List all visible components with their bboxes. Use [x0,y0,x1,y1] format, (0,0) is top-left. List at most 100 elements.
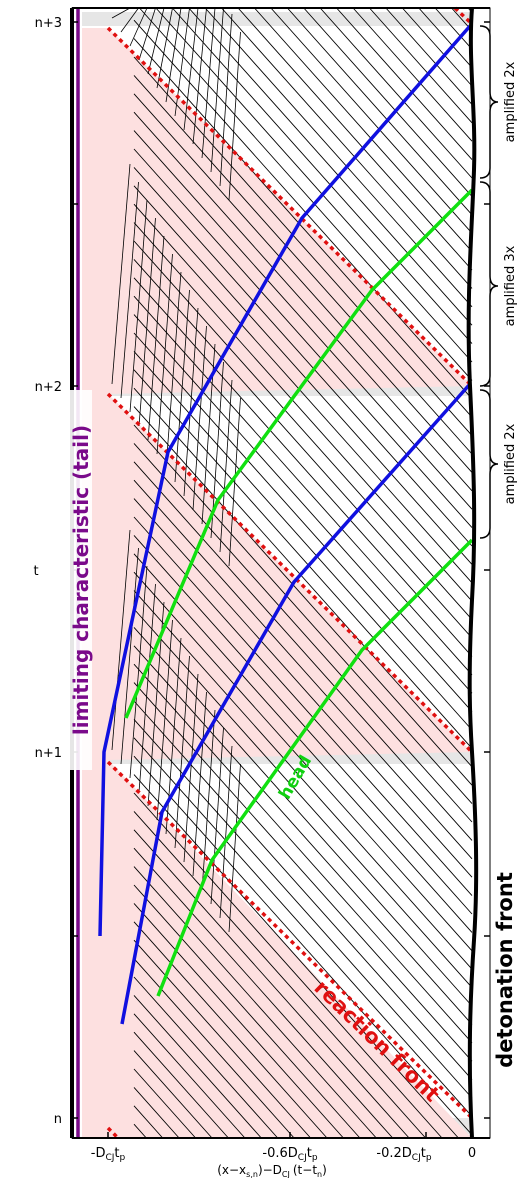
characteristic-line [192,7,207,145]
y-tick-label-n1: n+1 [35,746,62,761]
reaction-front-2 [106,392,474,754]
x-tick-mid: t [114,1146,119,1161]
bracket-label-1: amplified 2x [503,61,518,142]
characteristic-line [133,1087,180,1139]
characteristic-line [133,167,473,547]
amplification-braces [479,25,499,539]
characteristic-line [369,7,473,124]
characteristic-line [210,7,224,173]
characteristic-line [156,619,173,821]
characteristic-line [156,7,173,89]
characteristic-line [319,7,473,179]
x-tick-sub2: p [426,1153,432,1163]
limiting-label-bg [68,390,92,770]
characteristic-line [385,7,473,105]
characteristic-line [133,1031,229,1139]
characteristic-line [133,332,473,712]
characteristic-line [183,7,199,131]
detonation-front-line [466,7,479,1139]
characteristic-line [133,847,394,1139]
characteristic-line [165,271,182,469]
characteristic-line [219,379,233,553]
characteristic-line [133,56,473,436]
characteristic-line [133,277,473,657]
brace-2 [479,181,499,387]
characteristic-line [133,921,328,1139]
characteristic-line [133,645,473,1025]
characteristic-line [133,995,262,1139]
characteristic-line [133,240,473,620]
reaction-zone-b [82,394,472,760]
characteristic-line [120,7,139,33]
green-paths [124,188,474,997]
y-tick-label-n: n [54,1112,62,1127]
x-tick-sub: CJ [298,1153,307,1163]
x-tick-sub2: p [120,1153,126,1163]
x-tick-main: -0.2D [376,1146,411,1161]
characteristic-line [204,7,473,308]
characteristic-line [133,811,426,1139]
reaction-zones [82,28,472,1138]
characteristic-line [133,590,473,970]
reaction-front-3 [106,26,474,388]
characteristic-line [155,7,473,363]
characteristic-line [434,7,473,50]
characteristic-line [133,737,473,1117]
x-tick-sub2: p [312,1153,318,1163]
characteristic-line [133,553,473,933]
characteristic-line [129,565,148,779]
characteristic-line [133,976,279,1139]
characteristic-line [133,535,473,915]
characteristic-line [133,424,473,804]
y-tick-label-n2: n+2 [35,380,62,395]
characteristic-line [188,7,473,326]
blue-path-bottom [120,382,472,1025]
characteristic-line [174,289,190,483]
x-tick-sub: CJ [412,1153,421,1163]
x-tick-main: -0.6D [262,1146,297,1161]
characteristic-line [133,38,473,418]
blue-paths [98,24,472,1025]
characteristic-line [174,655,190,849]
characteristic-line [133,148,473,528]
characteristic-line [133,111,473,492]
characteristic-line [287,7,473,216]
characteristic-line [133,295,473,676]
characteristic-line [129,7,148,47]
characteristic-line [402,7,473,87]
characteristic-line [120,547,139,765]
characteristic-line [133,19,473,400]
characteristic-line [237,7,473,271]
characteristic-line [133,1050,213,1139]
characteristic-line [183,673,199,863]
characteristic-line [133,755,473,1136]
characteristic-line [133,1123,147,1139]
characteristic-line [147,7,165,75]
characteristic-line [172,7,473,344]
characteristic-lines [111,7,473,1139]
characteristic-line [133,608,473,988]
x-tick-label-06: -0.6DCJtp [262,1146,317,1163]
bracket-label-3: amplified 2x [503,423,518,504]
brace-1 [479,25,499,179]
x-title-sub3: n [317,1170,322,1178]
characteristic-line [133,1105,164,1139]
characteristic-line [219,745,233,919]
detonation-front-label: detonation front [493,872,517,1068]
characteristic-line [138,7,156,61]
characteristic-line [133,571,473,952]
reaction-front-top [453,6,474,26]
x-tick-mid: t [421,1146,426,1161]
characteristic-line [133,1013,246,1139]
characteristic-line [352,7,473,142]
green-path-top [124,188,474,719]
x-title-mid: )−D [258,1163,282,1177]
characteristic-line [201,7,216,159]
characteristic-line [133,203,473,584]
characteristic-line [165,7,182,103]
characteristic-line [228,31,241,201]
band-n3 [82,12,472,26]
limiting-label-group: limiting characteristic (tail) [68,390,93,770]
characteristic-line [133,75,473,455]
